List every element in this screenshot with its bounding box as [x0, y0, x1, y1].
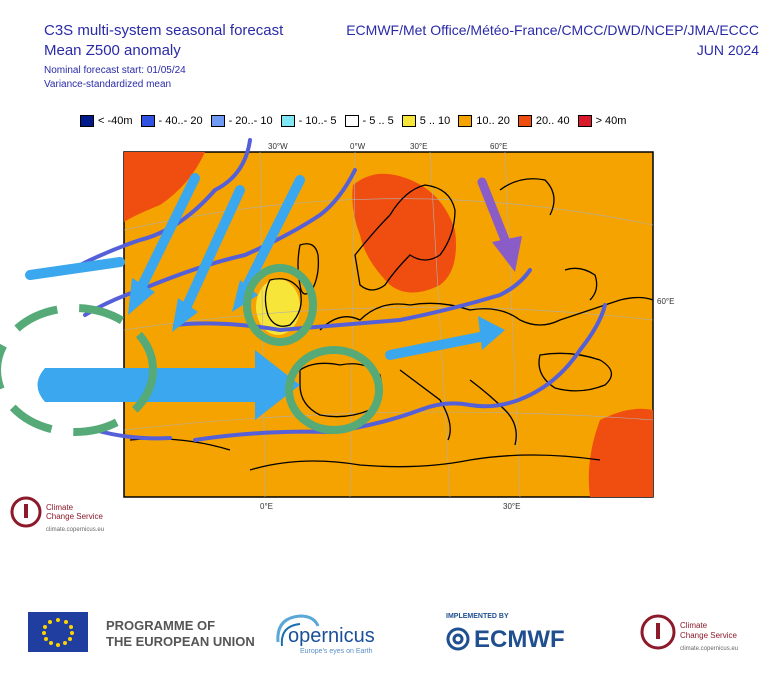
legend-item: - 40..- 20: [140, 115, 203, 127]
legend-item: < -40m: [80, 115, 133, 127]
legend-label: > 40m: [595, 115, 627, 127]
lat-label: 60°E: [657, 297, 674, 306]
lon-label: 0°E: [260, 502, 273, 511]
copernicus-logo: opernicus Europe's eyes on Earth: [274, 612, 404, 663]
legend-swatch: [458, 115, 473, 127]
copernicus-tagline: Europe's eyes on Earth: [300, 648, 373, 655]
legend-label: - 40..- 20: [158, 115, 203, 127]
purple-arrow: [477, 177, 522, 272]
c3s-footer-name-line1: Climate: [680, 621, 708, 630]
legend-swatch: [577, 115, 592, 127]
legend-swatch: [401, 115, 416, 127]
color-legend: < -40m - 40..- 20 - 20..- 10 - 10..- 5 -…: [80, 113, 634, 129]
c3s-name-line2: Change Service: [46, 512, 103, 521]
ecmwf-emblem-icon: [446, 627, 470, 651]
legend-label: - 20..- 10: [228, 115, 273, 127]
legend-swatch: [140, 115, 155, 127]
lon-label: 30°W: [268, 142, 288, 151]
map-title: C3S multi-system seasonal forecast: [44, 22, 284, 39]
coastlines: [129, 178, 654, 471]
valid-month: JUN 2024: [696, 42, 759, 58]
legend-label: - 5 .. 5: [362, 115, 394, 127]
legend-swatch: [517, 115, 532, 127]
c3s-footer-name-line2: Change Service: [680, 631, 737, 640]
c3s-logo-footer: Climate Change Service climate.copernicu…: [638, 610, 748, 663]
jet-stream-lines: [78, 138, 607, 442]
c3s-name-line1: Climate: [46, 503, 74, 512]
legend-item: 5 .. 10: [401, 115, 451, 127]
legend-label: - 10..- 5: [298, 115, 337, 127]
provider-list: ECMWF/Met Office/Météo-France/CMCC/DWD/N…: [346, 22, 759, 38]
programme-line2: THE EUROPEAN UNION: [106, 634, 255, 649]
c3s-footer-emblem-icon: Climate Change Service climate.copernicu…: [640, 614, 738, 652]
map-variable: Mean Z500 anomaly: [44, 42, 181, 59]
legend-label: 20.. 40: [535, 115, 570, 127]
forecast-start: Nominal forecast start: 01/05/24: [44, 65, 186, 76]
legend-swatch: [210, 115, 225, 127]
lon-label: 0°W: [350, 142, 366, 151]
legend-item: > 40m: [577, 115, 627, 127]
anomaly-region-scandinavia: [352, 173, 456, 293]
legend-item: - 20..- 10: [210, 115, 273, 127]
lon-label: 60°E: [490, 142, 507, 151]
ecmwf-logo: IMPLEMENTED BY ECMWF: [444, 609, 609, 660]
ecmwf-name: ECMWF: [474, 626, 565, 653]
copernicus-swoosh-icon: [276, 614, 320, 643]
lon-label: 30°E: [410, 142, 427, 151]
copernicus-name: opernicus: [288, 625, 375, 647]
highlight-circles: [0, 264, 383, 436]
anomaly-region-northwest: [124, 152, 205, 222]
flow-arrows: [25, 173, 495, 360]
anomaly-region-ireland: [256, 279, 300, 335]
lon-label: 30°E: [503, 502, 520, 511]
anomaly-region-southeast: [588, 408, 653, 497]
eu-flag-icon: [28, 612, 88, 652]
programme-line1: PROGRAMME OF: [106, 618, 216, 633]
legend-swatch: [344, 115, 359, 127]
main-westerly-arrow: [37, 350, 300, 420]
c3s-url: climate.copernicus.eu: [46, 527, 104, 533]
legend-item: - 5 .. 5: [344, 115, 394, 127]
legend-item: - 10..- 5: [280, 115, 337, 127]
ecmwf-implemented-by: IMPLEMENTED BY: [446, 613, 509, 620]
legend-label: 10.. 20: [476, 115, 510, 127]
c3s-footer-url: climate.copernicus.eu: [680, 646, 738, 652]
legend-swatch: [80, 115, 94, 127]
legend-item: 10.. 20: [458, 115, 510, 127]
legend-item: 20.. 40: [517, 115, 570, 127]
z500-anomaly-map: 30°W 0°W 30°E 60°E 0°E 30°E 60°E: [0, 138, 674, 511]
legend-label: 5 .. 10: [419, 115, 451, 127]
legend-label: < -40m: [98, 115, 133, 127]
lon-labels: 30°W 0°W 30°E 60°E 0°E 30°E 60°E: [260, 142, 674, 511]
legend-swatch: [280, 115, 295, 127]
c3s-emblem-icon: Climate Change Service climate.copernicu…: [10, 496, 104, 533]
forecast-method: Variance-standardized mean: [44, 79, 172, 90]
eu-programme-text: PROGRAMME OF THE EUROPEAN UNION: [106, 618, 255, 650]
c3s-logo-small: Climate Change Service climate.copernicu…: [8, 492, 118, 541]
